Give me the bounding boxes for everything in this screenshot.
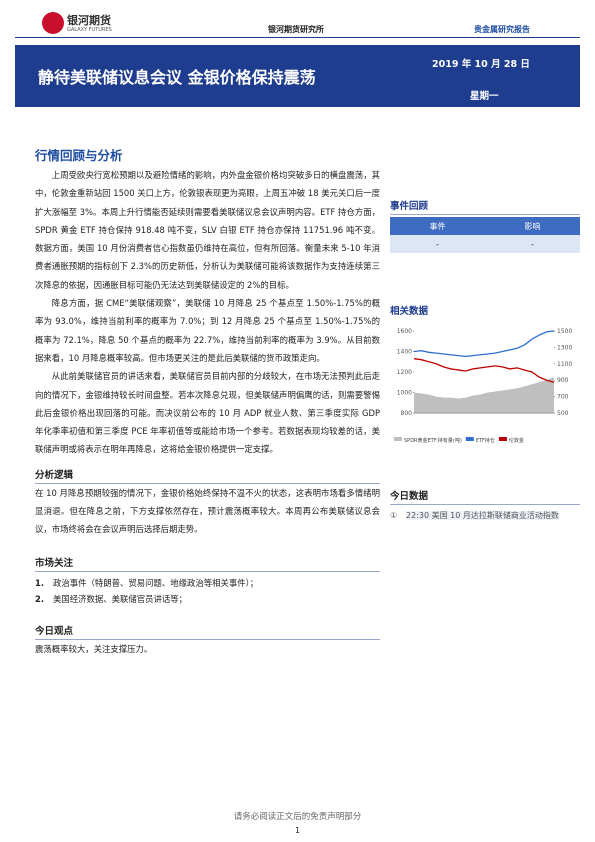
table-cell: 事件	[429, 221, 446, 231]
banner	[15, 45, 580, 107]
y2-tick-label: 700	[557, 394, 569, 401]
section-heading: 今日观点	[35, 623, 380, 640]
y2-tick-label: 1100	[557, 361, 572, 368]
page-number: 1	[294, 826, 301, 835]
paragraph: 震荡概率较大，关注支撑压力。	[35, 643, 153, 654]
table-cell: -	[531, 239, 534, 249]
y2-tick-label: 1300	[557, 344, 572, 351]
logo-mark	[42, 12, 64, 34]
y-tick-label: 1600	[397, 328, 412, 335]
disclaimer: 请务必阅读正文后的免责声明部分	[233, 812, 362, 822]
y2-tick-label: 500	[557, 410, 569, 417]
y2-tick-label: 1500	[557, 328, 572, 335]
legend-swatch	[498, 437, 507, 441]
paragraph: 从此前美联储官员的讲话来看，美联储官员目前内部的分歧较大，在市场无法预判此后走向…	[35, 371, 380, 455]
section-heading: 行情回顾与分析	[35, 148, 123, 163]
y2-tick-label: 900	[557, 377, 569, 384]
legend-swatch	[394, 437, 402, 441]
list-text: 政治事件（特朗普、贸易问题、地缘政治等相关事件）；	[53, 577, 259, 588]
banner-date: 2019 年 10 月 28 日	[432, 59, 530, 70]
list-text: 美国经济数据、美联储官员讲话等；	[53, 593, 187, 604]
right-column: 事件回顾 事件 影响 -- 相关数据 800 1000 1200 1400 1600 500…	[390, 198, 580, 523]
list: 1. 政治事件（特朗普、贸易问题、地缘政治等相关事件）； 2. 美国经济数据、美联储…	[35, 575, 380, 607]
table-cell: -	[436, 239, 439, 249]
logo-en: GALAXY FUTURES	[67, 27, 112, 33]
list-item: 2. 美国经济数据、美联储官员讲话等；	[35, 591, 380, 607]
item-marker: ①	[390, 511, 398, 520]
paragraph: 在 10 月降息预期较强的情况下，金银价格始终保持不温不火的状态，这表明市场看多…	[35, 487, 380, 535]
event-table: 事件 影响 --	[390, 217, 580, 253]
report-type: 贵金属研究报告	[474, 25, 530, 34]
legend-label: ETF持仓	[476, 437, 495, 444]
side-heading: 相关数据	[390, 306, 429, 317]
legend-label: 伦敦金	[509, 437, 524, 444]
legend-label: SPDR黄金ETF:持有量(吨)	[404, 437, 462, 444]
list-item: 1. 政治事件（特朗普、贸易问题、地缘政治等相关事件）；	[35, 575, 380, 591]
section-heading: 市场关注	[35, 555, 380, 572]
area	[414, 377, 554, 413]
y-tick-label: 1400	[397, 349, 412, 356]
logo-cn: 银河期货	[67, 14, 111, 27]
header-rule	[15, 37, 580, 38]
table-row: --	[390, 235, 580, 253]
y-tick-label: 1200	[397, 369, 412, 376]
paragraph: 降息方面，据 CME“美联储观察”，美联储 10 月降息 25 个基点至 1.5…	[35, 298, 380, 363]
data-item: ① 22:30 美国 10 月达拉斯联储商业活动指数	[390, 508, 580, 523]
banner-weekday: 星期一	[470, 91, 499, 102]
legend-swatch	[465, 437, 474, 441]
chart: 800 1000 1200 1400 1600 500 700 900 1100 1300 1500…	[394, 328, 572, 444]
y-tick-label: 1000	[397, 390, 412, 397]
table-cell: 影响	[524, 221, 541, 231]
line	[413, 358, 555, 383]
side-heading: 事件回顾	[390, 198, 580, 215]
banner-title: 静待美联储议息会议 金银价格保持震荡	[38, 68, 316, 87]
section-heading: 分析逻辑	[35, 467, 380, 484]
table-header: 事件 影响	[390, 217, 580, 235]
list-marker: 2.	[35, 593, 45, 604]
institute: 银河期货研究所	[268, 25, 324, 34]
left-column: 行情回顾与分析 上周受欧央行宽松预期以及避险情绪的影响，内外盘金银价格均突破多日…	[35, 145, 380, 658]
y-tick-label: 800	[401, 410, 413, 417]
item-text: 22:30 美国 10 月达拉斯联储商业活动指数	[406, 511, 559, 520]
side-heading: 今日数据	[390, 488, 580, 505]
list-marker: 1.	[35, 577, 45, 588]
paragraph: 上周受欧央行宽松预期以及避险情绪的影响，内外盘金银价格均突破多日的横盘震荡，其中…	[35, 170, 380, 290]
line	[413, 330, 555, 358]
